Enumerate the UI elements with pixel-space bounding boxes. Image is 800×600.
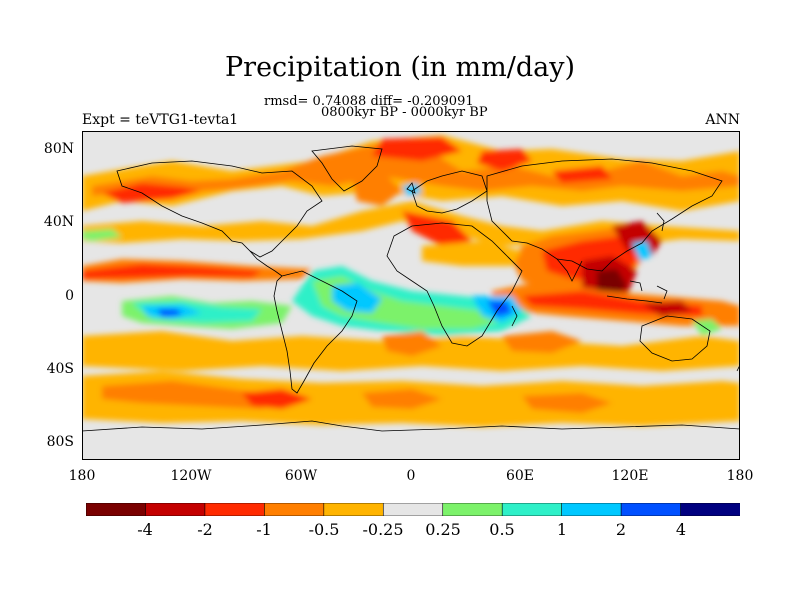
colorbar-label-8: 2: [615, 520, 627, 539]
lon-tick-120w: 120W: [170, 468, 212, 484]
colorbar-swatch-5: [382, 503, 444, 516]
colorbar-swatch-6: [442, 503, 503, 516]
colorbar-swatch-2: [204, 503, 265, 516]
lat-tick-eq: 0: [65, 288, 74, 304]
colorbar-label-0: -4: [137, 520, 153, 539]
greenland-coast: [311, 145, 383, 192]
colorbar-label-1: -2: [197, 520, 213, 539]
uk-coast: [406, 182, 416, 194]
colorbar-label-5: 0.25: [425, 520, 461, 539]
south-america-coast: [273, 270, 358, 394]
period-label: 0800kyr BP - 0000kyr BP: [321, 105, 488, 120]
india-coast: [556, 258, 583, 282]
lat-tick-40s: 40S: [46, 361, 74, 377]
africa-coast: [386, 222, 523, 347]
colorbar-swatch-0: [86, 503, 147, 516]
experiment-label: Expt = teVTG1-tevta1: [82, 112, 239, 128]
colorbar-label-2: -1: [256, 520, 272, 539]
colorbar-label-7: 1: [556, 520, 568, 539]
indonesia-coast: [606, 295, 663, 304]
lat-tick-40n: 40N: [43, 214, 74, 230]
lat-tick-80n: 80N: [43, 141, 74, 157]
north-america-coast: [116, 160, 323, 258]
europe-coast: [411, 170, 488, 214]
colorbar: [86, 503, 740, 516]
stats-label: rmsd= 0.74088 diff= -0.209091: [264, 94, 474, 109]
antarctica-coast: [82, 420, 740, 432]
lon-tick-60e: 60E: [505, 468, 535, 484]
colorbar-swatch-7: [501, 503, 563, 516]
lon-tick-180e: 180: [726, 468, 754, 484]
precipitation-map: [82, 131, 740, 460]
asia-coast: [486, 158, 723, 272]
colorbar-swatch-8: [561, 503, 622, 516]
map-border: [82, 131, 740, 460]
central-america-coast: [249, 250, 283, 277]
colorbar-label-3: -0.5: [308, 520, 340, 539]
colorbar-swatch-1: [145, 503, 206, 516]
lon-tick-0: 0: [406, 468, 416, 484]
australia-coast: [639, 315, 711, 362]
coastlines: [82, 145, 740, 432]
season-label: ANN: [705, 112, 740, 128]
colorbar-label-9: 4: [675, 520, 687, 539]
colorbar-swatch-10: [680, 503, 740, 516]
lon-tick-120e: 120E: [611, 468, 649, 484]
colorbar-label-4: -0.25: [362, 520, 404, 539]
madagascar-coast: [511, 305, 518, 327]
colorbar-swatch-9: [620, 503, 682, 516]
colorbar-label-6: 0.5: [489, 520, 515, 539]
japan-coast: [656, 212, 665, 232]
lon-tick-180w: 180: [68, 468, 96, 484]
map-title: Precipitation (in mm/day): [225, 52, 575, 83]
lon-tick-60w: 60W: [284, 468, 318, 484]
lat-tick-80s: 80S: [46, 434, 74, 450]
precip-anomaly-field: [82, 135, 740, 427]
colorbar-swatch-4: [323, 503, 384, 516]
colorbar-swatch-3: [264, 503, 325, 516]
